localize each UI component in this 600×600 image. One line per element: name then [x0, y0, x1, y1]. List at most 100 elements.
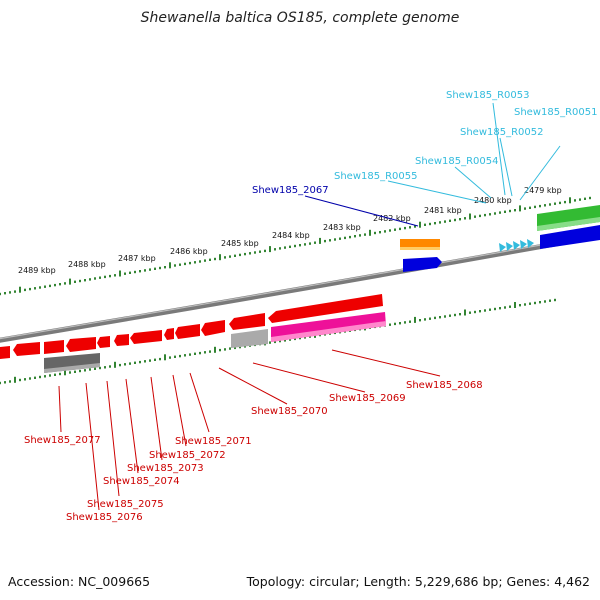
tick-mark [284, 246, 286, 249]
tick-mark [104, 275, 106, 279]
tick-mark [129, 271, 131, 274]
tick-mark [39, 375, 41, 379]
gene-feature-red-2074[interactable] [130, 330, 162, 344]
tick-mark [124, 272, 126, 275]
tick-mark [329, 239, 331, 242]
gene-label[interactable]: Shew185_2076 [66, 512, 143, 523]
tick-mark [89, 368, 91, 371]
tick-mark [184, 262, 186, 266]
gene-label[interactable]: Shew185_2071 [175, 436, 252, 447]
tick-mark [14, 376, 16, 383]
tick-mark [9, 380, 11, 383]
gene-feature-orange[interactable] [400, 239, 440, 250]
tick-mark [579, 198, 581, 201]
gene-label[interactable]: Shew185_2073 [127, 463, 204, 474]
tick-mark [224, 256, 226, 259]
tick-mark [294, 244, 296, 248]
gene-feature-red-2073[interactable] [164, 328, 174, 340]
gene-label[interactable]: Shew185_2077 [24, 435, 101, 446]
tick-mark [194, 352, 196, 355]
tick-mark [84, 369, 86, 372]
tick-mark [164, 266, 166, 269]
tick-mark [169, 262, 171, 269]
tick-mark [309, 335, 311, 338]
tick-mark [464, 217, 466, 220]
tick-mark [519, 304, 521, 307]
gene-feature-red-2079[interactable] [0, 346, 10, 359]
tick-mark [59, 283, 61, 286]
tick-mark [544, 204, 546, 207]
tick-mark [459, 218, 461, 221]
rna-arrow[interactable] [499, 243, 506, 252]
gene-feature-blue[interactable] [403, 257, 442, 272]
rna-feature-group[interactable] [499, 239, 534, 252]
tick-mark [569, 197, 571, 204]
tick-mark [444, 220, 446, 223]
tick-mark [149, 268, 151, 271]
tick-mark [469, 311, 471, 314]
gene-label[interactable]: Shew185_2067 [252, 185, 329, 196]
callout-line [150, 376, 163, 461]
rna-arrow[interactable] [513, 241, 520, 250]
gene-feature-red-2070[interactable] [229, 313, 265, 330]
tick-mark [369, 229, 371, 236]
gene-feature-red-2068[interactable] [268, 294, 383, 323]
tick-mark [109, 365, 111, 368]
gene-feature-red-2072[interactable] [175, 324, 200, 339]
tick-mark [144, 360, 146, 363]
gene-label[interactable]: Shew185_2068 [406, 380, 483, 391]
tick-mark [134, 270, 136, 274]
upper-labels: Shew185_2067 Shew185_R0053 Shew185_R0051… [252, 90, 598, 196]
rna-label[interactable]: Shew185_R0054 [415, 156, 499, 167]
rna-arrow[interactable] [520, 240, 527, 249]
gene-feature-red-2076[interactable] [97, 336, 110, 348]
gene-feature-grey-dark-shade [44, 363, 100, 373]
tick-mark [314, 241, 316, 244]
gene-label[interactable]: Shew185_2075 [87, 499, 164, 510]
tick-mark [49, 284, 51, 288]
tick-mark [349, 235, 351, 239]
tick-mark [359, 234, 361, 237]
tick-mark [64, 369, 66, 376]
tick-mark [44, 375, 46, 378]
tick-mark [274, 248, 276, 251]
tick-mark [179, 263, 181, 266]
gene-feature-red-2078[interactable] [13, 342, 40, 356]
rna-label[interactable]: Shew185_R0055 [334, 171, 418, 182]
tick-mark [49, 374, 51, 377]
gene-label[interactable]: Shew185_2072 [149, 450, 226, 461]
tick-mark [504, 306, 506, 309]
gene-feature-blue-2[interactable] [540, 225, 600, 249]
tick-mark [4, 292, 6, 295]
gene-label[interactable]: Shew185_2074 [103, 476, 180, 487]
tick-mark [254, 251, 256, 254]
tick-mark [294, 337, 296, 341]
kbp-label: 2482 kbp [373, 214, 411, 223]
tick-mark [324, 239, 326, 243]
tick-mark [204, 259, 206, 262]
gene-feature-grey-light[interactable] [231, 329, 268, 348]
tick-mark [189, 353, 191, 356]
tick-mark [484, 309, 486, 312]
tick-mark [184, 354, 186, 357]
tick-mark [464, 309, 466, 316]
tick-mark [29, 287, 31, 291]
tick-mark [274, 340, 276, 344]
tick-mark [509, 305, 511, 308]
rna-arrow[interactable] [527, 239, 534, 248]
gene-label[interactable]: Shew185_2070 [251, 406, 328, 417]
rna-label[interactable]: Shew185_R0051 [514, 107, 598, 118]
tick-mark [194, 261, 196, 264]
gene-feature-red-2071[interactable] [201, 320, 225, 336]
tick-mark [374, 231, 376, 235]
gene-label[interactable]: Shew185_2069 [329, 393, 406, 404]
kbp-label: 2481 kbp [424, 206, 462, 215]
kbp-label: 2484 kbp [272, 231, 310, 240]
rna-label[interactable]: Shew185_R0053 [446, 90, 530, 101]
gene-feature-red-2075[interactable] [114, 334, 129, 346]
tick-mark [424, 318, 426, 321]
gene-feature-red-2077[interactable] [66, 337, 96, 352]
gene-feature-red-2080[interactable] [44, 340, 64, 354]
rna-arrow[interactable] [506, 242, 513, 251]
rna-label[interactable]: Shew185_R0052 [460, 127, 544, 138]
